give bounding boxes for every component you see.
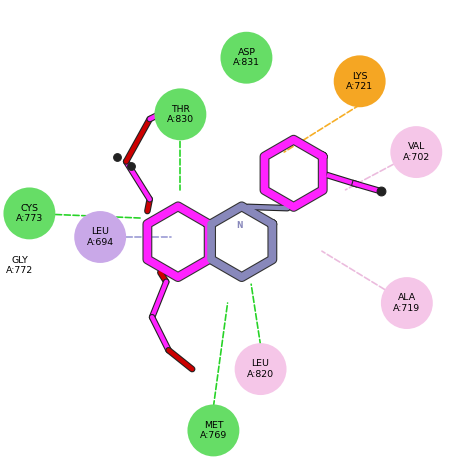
Text: CYS
A:773: CYS A:773 [16, 204, 43, 223]
Circle shape [220, 32, 273, 84]
Text: LEU
A:694: LEU A:694 [87, 228, 114, 246]
Circle shape [187, 404, 239, 456]
Circle shape [334, 55, 386, 107]
Text: LEU
A:820: LEU A:820 [247, 359, 274, 379]
Circle shape [381, 277, 433, 329]
Text: MET
A:769: MET A:769 [200, 421, 227, 440]
Text: LYS
A:721: LYS A:721 [346, 72, 373, 91]
Text: VAL
A:702: VAL A:702 [402, 142, 430, 162]
Text: ALA
A:719: ALA A:719 [393, 293, 420, 313]
Circle shape [155, 88, 206, 140]
Text: N: N [236, 221, 243, 230]
Circle shape [74, 211, 126, 263]
Circle shape [3, 187, 55, 239]
Text: GLY
A:772: GLY A:772 [6, 255, 34, 275]
Circle shape [390, 126, 442, 178]
Text: ASP
A:831: ASP A:831 [233, 48, 260, 67]
Circle shape [235, 343, 287, 395]
Text: THR
A:830: THR A:830 [167, 105, 194, 124]
